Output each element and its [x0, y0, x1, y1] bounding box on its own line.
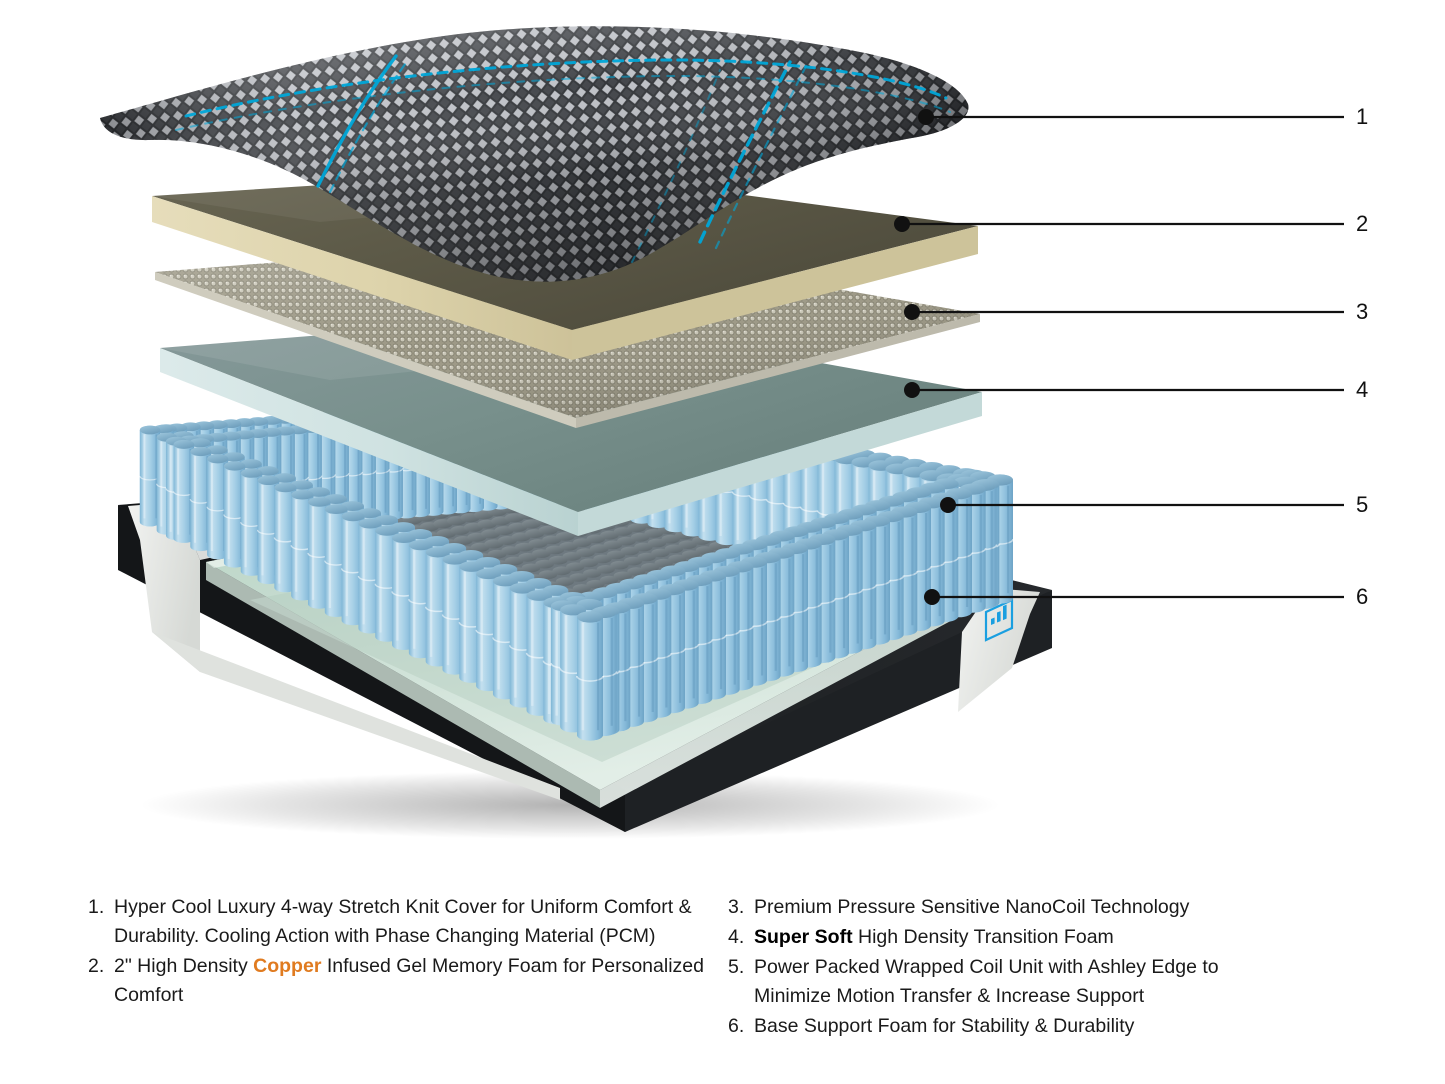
legend-item-text: Premium Pressure Sensitive NanoCoil Tech… — [754, 893, 1294, 922]
base-bevel-left — [128, 502, 200, 672]
legend-item-text: Base Support Foam for Stability & Durabi… — [754, 1012, 1294, 1041]
legend-item-marker: 6. — [728, 1015, 745, 1037]
legend-column-left: 1. Hyper Cool Luxury 4-way Stretch Knit C… — [0, 893, 720, 1084]
callout-number-3: 3 — [1356, 299, 1369, 324]
callout-number-6: 6 — [1356, 584, 1369, 609]
legend-item-text: Power Packed Wrapped Coil Unit with Ashl… — [754, 953, 1294, 1011]
callout-dot-6 — [924, 589, 940, 605]
legend-highlight-copper: Copper — [253, 955, 322, 977]
mattress-diagram: 1 2 3 4 5 6 — [100, 26, 1369, 839]
legend-text-segment: Premium Pressure Sensitive NanoCoil Tech… — [754, 896, 1190, 918]
callout-dot-4 — [904, 382, 920, 398]
legend-item-text: Hyper Cool Luxury 4-way Stretch Knit Cov… — [114, 893, 720, 951]
legend-text-segment: High Density Transition Foam — [852, 926, 1114, 948]
base-border-right-face — [625, 590, 1052, 832]
legend-text-segment: Infused Gel Memory Foam for Personalized… — [114, 955, 704, 1006]
base-foam-front-face-left — [206, 562, 600, 808]
knit-cover-layer — [100, 26, 969, 282]
nanocoil-right-edge — [576, 314, 980, 428]
callout-number-1: 1 — [1356, 104, 1369, 129]
legend-item: 3. Premium Pressure Sensitive NanoCoil Te… — [728, 893, 1360, 922]
callout-dot-5 — [940, 497, 956, 513]
legend-text-segment: Power Packed Wrapped Coil Unit with Ashl… — [754, 956, 1219, 1007]
ashley-sleep-badge-icon — [984, 598, 1014, 642]
legend: 1. Hyper Cool Luxury 4-way Stretch Knit C… — [0, 893, 1445, 1084]
legend-column-right: 3. Premium Pressure Sensitive NanoCoil Te… — [720, 893, 1360, 1084]
legend-item-text: Super Soft High Density Transition Foam — [754, 923, 1294, 952]
legend-item-text: 2" High Density Copper Infused Gel Memor… — [114, 952, 720, 1010]
nanocoil-front-edge — [155, 272, 576, 428]
legend-item-marker: 4. — [728, 926, 745, 948]
legend-item-marker: 2. — [88, 955, 105, 977]
legend-highlight-bold: Super Soft — [754, 926, 853, 948]
legend-text-segment: 2" High Density — [114, 955, 254, 977]
legend-item: 6. Base Support Foam for Stability & Dura… — [728, 1012, 1360, 1041]
ground-shadow — [140, 771, 1000, 839]
legend-text-segment: Hyper Cool Luxury 4-way Stretch Knit Cov… — [114, 896, 692, 947]
base-foam-front-face — [600, 598, 960, 808]
knit-cover-accent-stripes — [175, 54, 951, 263]
callout-number-2: 2 — [1356, 211, 1369, 236]
mattress-exploded-illustration — [100, 26, 1344, 839]
callout-dot-3 — [904, 304, 920, 320]
legend-item-marker: 5. — [728, 956, 745, 978]
legend-item: 2. 2" High Density Copper Infused Gel Mem… — [88, 952, 720, 1010]
copper-foam-right-edge — [572, 226, 978, 360]
legend-item-marker: 1. — [88, 896, 105, 918]
legend-item: 1. Hyper Cool Luxury 4-way Stretch Knit C… — [88, 893, 720, 951]
legend-text-segment: Base Support Foam for Stability & Durabi… — [754, 1015, 1135, 1037]
callout-leaders — [894, 109, 1344, 605]
callout-number-5: 5 — [1356, 492, 1369, 517]
legend-item-marker: 3. — [728, 896, 745, 918]
legend-item: 4. Super Soft High Density Transition Foa… — [728, 923, 1360, 952]
base-bevel-right — [958, 588, 1040, 712]
transition-foam-right-edge — [578, 392, 982, 536]
transition-foam-front-edge — [160, 348, 578, 536]
callout-dot-2 — [894, 216, 910, 232]
legend-item: 5. Power Packed Wrapped Coil Unit with As… — [728, 953, 1360, 1011]
callout-dot-1 — [918, 109, 934, 125]
base-bevel-lower-left — [152, 632, 560, 800]
copper-foam-front-edge — [152, 196, 572, 360]
callout-number-4: 4 — [1356, 377, 1369, 402]
